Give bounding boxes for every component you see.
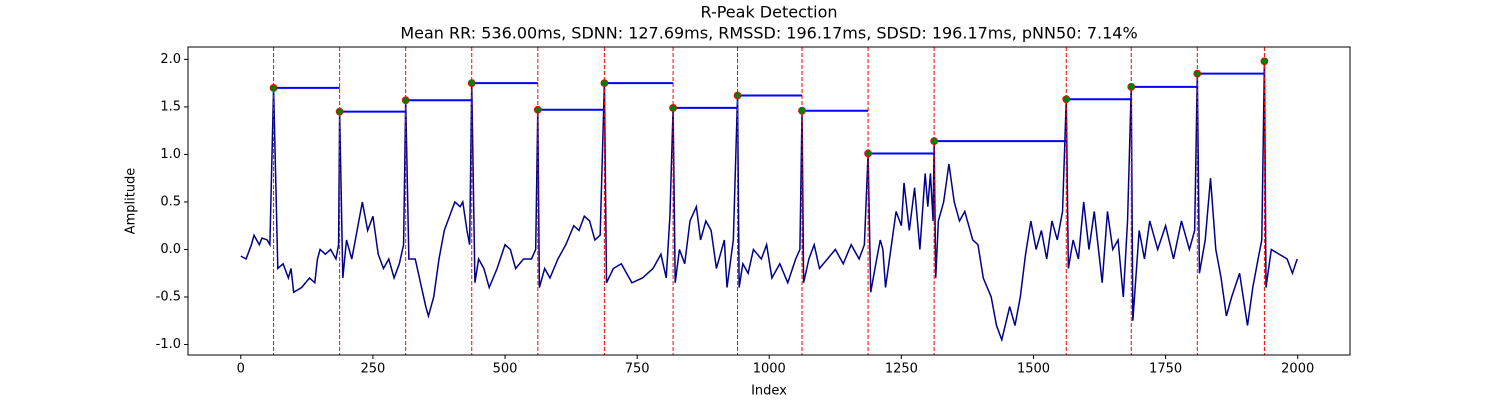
peak-marker (1127, 83, 1136, 91)
peak-marker (401, 96, 410, 105)
chart-title: R-Peak Detection (700, 3, 837, 22)
chart-subtitle: Mean RR: 536.00ms, SDNN: 127.69ms, RMSSD… (400, 24, 1137, 43)
y-tick-label: -1.0 (156, 337, 181, 352)
peak-marker (1062, 95, 1071, 104)
peak-marker (467, 79, 476, 88)
x-tick-label: 1750 (1149, 362, 1182, 377)
peak-marker (1193, 69, 1202, 78)
y-tick-label: 1.0 (160, 147, 181, 162)
x-tick-label: 0 (237, 362, 245, 377)
peak-marker (864, 149, 872, 158)
y-tick-label: -0.5 (156, 290, 181, 305)
x-tick-label: 250 (361, 362, 386, 377)
peak-marker (600, 79, 609, 88)
x-tick-label: 750 (625, 362, 650, 377)
y-tick-label: 0.5 (160, 194, 181, 209)
peak-marker (930, 137, 939, 146)
y-tick-label: 0.0 (160, 242, 181, 257)
x-tick-label: 1000 (753, 362, 786, 377)
peak-marker (733, 91, 742, 100)
peak-marker (335, 107, 344, 116)
peak-marker (669, 103, 677, 112)
peak-marker (533, 105, 542, 114)
peak-marker (1260, 57, 1269, 66)
plot-frame (187, 46, 1351, 356)
x-tick-label: 1250 (885, 362, 918, 377)
y-tick-label: 2.0 (160, 52, 181, 67)
x-axis-label: Index (751, 384, 787, 399)
x-tick-label: 500 (493, 362, 518, 377)
y-tick-label: 1.5 (160, 99, 181, 114)
peak-marker (798, 106, 806, 115)
y-axis-label: Amplitude (124, 168, 139, 235)
peak-marker (269, 83, 278, 92)
signal-line (240, 61, 1298, 343)
x-tick-label: 2000 (1281, 362, 1314, 377)
x-tick-label: 1500 (1017, 362, 1050, 377)
